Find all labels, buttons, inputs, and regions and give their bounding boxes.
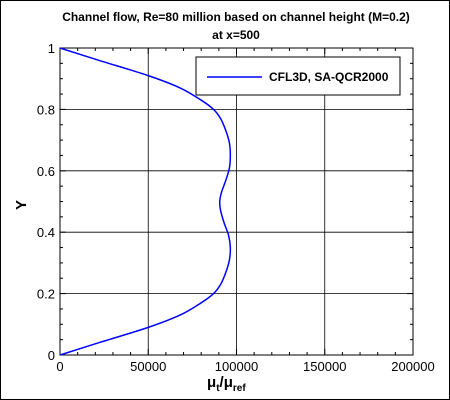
y-tick-label: 0.2 (37, 287, 55, 302)
x-tick-labels: 0 50000 100000 150000 200000 (56, 359, 434, 374)
legend-label: CFL3D, SA-QCR2000 (269, 70, 389, 84)
series-line (59, 47, 232, 356)
legend: CFL3D, SA-QCR2000 (195, 56, 401, 96)
x-label-sub-t: t (216, 383, 220, 394)
series-layer (59, 47, 232, 356)
y-axis-label: Y (13, 200, 30, 210)
x-axis-label: μt/μref (207, 374, 246, 394)
x-label-sub-ref: ref (233, 383, 246, 394)
x-tick-label: 50000 (130, 359, 166, 374)
grid (60, 48, 413, 355)
x-tick-label: 0 (56, 359, 63, 374)
legend-box (195, 56, 401, 96)
chart-title: Channel flow, Re=80 million based on cha… (62, 10, 410, 24)
y-tick-label: 0.6 (37, 164, 55, 179)
chart-subtitle: at x=500 (212, 28, 260, 42)
axis-ticks (59, 47, 414, 356)
y-tick-label: 0.4 (37, 225, 55, 240)
x-tick-label: 100000 (215, 359, 258, 374)
y-tick-label: 1 (48, 41, 55, 56)
x-tick-label: 150000 (303, 359, 346, 374)
x-tick-label: 200000 (391, 359, 434, 374)
y-tick-labels: 0 0.2 0.4 0.6 0.8 1 (37, 41, 55, 363)
x-label-mu: μ (207, 374, 216, 391)
y-tick-label: 0 (48, 348, 55, 363)
y-tick-label: 0.8 (37, 102, 55, 117)
x-label-sep: /μ (220, 374, 233, 391)
